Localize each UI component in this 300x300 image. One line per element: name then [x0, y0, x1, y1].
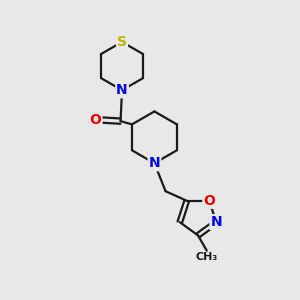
- Text: CH₃: CH₃: [196, 252, 218, 262]
- Text: N: N: [148, 156, 160, 170]
- Text: S: S: [117, 35, 127, 49]
- Text: N: N: [210, 215, 222, 229]
- Text: O: O: [90, 113, 101, 127]
- Text: N: N: [116, 83, 128, 97]
- Text: O: O: [203, 194, 215, 208]
